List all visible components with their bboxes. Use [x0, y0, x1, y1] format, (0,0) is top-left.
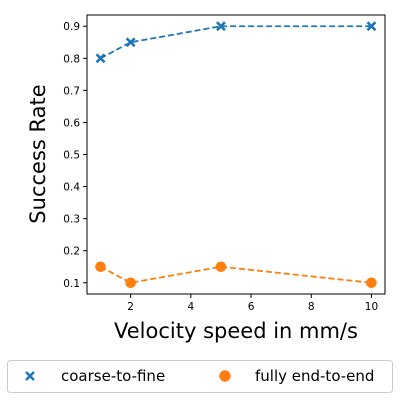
- y-tick-label: 0.2: [63, 246, 80, 258]
- legend: coarse-to-fine fully end-to-end: [7, 360, 393, 393]
- plot-area-frame: [86, 14, 386, 295]
- marker-stroke: [366, 21, 377, 32]
- legend-marker: [219, 370, 231, 382]
- series-line: [100, 25, 372, 60]
- y-tick-label: 0.6: [63, 117, 80, 129]
- series-layer: [95, 21, 377, 289]
- legend-label: coarse-to-fine: [61, 367, 165, 385]
- data-point: [366, 21, 377, 32]
- x-tick-label: 6: [248, 301, 255, 313]
- y-tick-label: 0.8: [63, 53, 80, 65]
- data-point: [95, 53, 106, 64]
- series-line: [100, 265, 372, 284]
- legend-marker: [25, 371, 35, 381]
- x-axis-label: Velocity speed in mm/s: [114, 319, 358, 343]
- y-tick-label: 0.5: [63, 150, 80, 162]
- marker-stroke: [216, 21, 226, 32]
- x-tick-label: 10: [365, 301, 378, 313]
- legend-entry-0: coarse-to-fine: [25, 367, 165, 385]
- y-tick-label: 0.4: [63, 182, 80, 194]
- y-tick-label: 0.9: [63, 21, 80, 33]
- marker-stroke: [25, 371, 35, 381]
- x-tick-label: 2: [127, 301, 134, 313]
- data-point: [216, 21, 226, 32]
- legend-entry-1: fully end-to-end: [219, 367, 374, 385]
- series-0: [95, 21, 377, 64]
- legend-frame: [7, 360, 393, 393]
- marker-stroke: [125, 37, 136, 48]
- data-point: [215, 261, 227, 273]
- y-tick-label: 0.1: [63, 278, 80, 290]
- marker-stroke: [95, 53, 106, 64]
- data-point: [95, 261, 106, 273]
- ticks-layer: 2 4 6 8 10 0.1 0.2 0.3 0.4 0.5 0.6 0.7 0.8 0.9: [63, 21, 378, 313]
- y-axis-label: Success Rate: [26, 84, 50, 223]
- series-1: [95, 261, 377, 289]
- x-tick-label: 8: [308, 301, 315, 313]
- data-point: [366, 277, 377, 289]
- x-tick-label: 4: [188, 301, 195, 313]
- legend-label: fully end-to-end: [255, 367, 374, 385]
- data-point: [125, 37, 136, 48]
- y-tick-label: 0.7: [63, 85, 80, 97]
- data-point: [125, 277, 136, 289]
- y-tick-label: 0.3: [63, 214, 80, 226]
